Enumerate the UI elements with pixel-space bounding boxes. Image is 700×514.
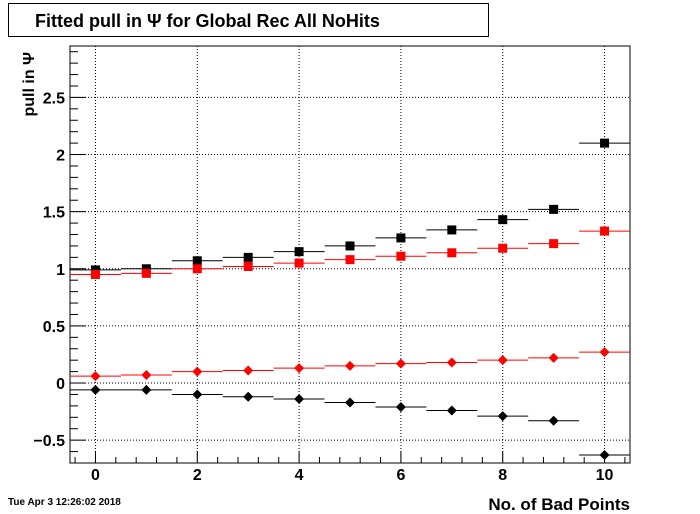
data-point-square	[498, 243, 508, 253]
data-point-diamond	[141, 384, 152, 395]
data-point-square	[600, 138, 610, 148]
data-point-square	[345, 255, 355, 265]
x-axis-label: No. of Bad Points	[488, 495, 630, 514]
chart-title: Fitted pull in Ψ for Global Rec All NoHi…	[8, 3, 489, 37]
data-point-square	[141, 264, 151, 274]
x-tick-label: 2	[193, 467, 202, 484]
data-point-square	[600, 226, 610, 236]
data-point-square	[447, 225, 457, 235]
x-tick-label: 10	[596, 467, 614, 484]
data-point-square	[294, 258, 304, 268]
y-axis-label: pull in Ψ	[21, 52, 38, 117]
data-point-diamond	[192, 366, 203, 377]
data-point-diamond	[395, 402, 406, 413]
data-point-square	[396, 251, 406, 261]
data-point-square	[192, 256, 202, 266]
data-point-diamond	[192, 389, 203, 400]
y-tick-label: 2.5	[43, 90, 65, 107]
data-point-diamond	[345, 397, 355, 408]
data-point-square	[90, 269, 100, 279]
y-tick-label: 0.5	[43, 319, 65, 336]
data-point-square	[396, 233, 406, 243]
data-point-square	[345, 241, 355, 251]
datestamp: Tue Apr 3 12:26:02 2018	[8, 497, 121, 508]
data-point-diamond	[243, 365, 254, 376]
data-series	[70, 138, 630, 461]
x-tick-label: 8	[498, 467, 507, 484]
data-point-diamond	[141, 370, 152, 381]
data-point-diamond	[395, 358, 406, 369]
data-point-diamond	[294, 394, 305, 405]
data-point-diamond	[548, 415, 559, 426]
data-point-square	[243, 261, 253, 271]
y-tick-label: 2	[56, 148, 65, 165]
data-point-diamond	[497, 355, 508, 366]
data-point-square	[243, 252, 253, 262]
data-point-square	[141, 268, 151, 278]
data-point-diamond	[548, 352, 559, 363]
data-point-diamond	[446, 405, 457, 416]
y-tick-label: 1	[56, 262, 65, 279]
data-point-square	[447, 248, 457, 258]
data-point-square	[192, 264, 202, 274]
data-point-diamond	[599, 347, 610, 358]
x-tick-label: 4	[295, 467, 304, 484]
y-tick-label: −0.5	[33, 433, 65, 450]
plot-frame	[69, 45, 631, 464]
data-point-diamond	[90, 384, 101, 395]
data-point-diamond	[294, 363, 305, 374]
data-point-square	[294, 247, 304, 257]
data-point-square	[90, 265, 100, 275]
data-point-diamond	[446, 357, 457, 368]
x-tick-label: 0	[91, 467, 100, 484]
data-point-diamond	[345, 360, 355, 371]
y-tick-label: 0	[56, 376, 65, 393]
x-tick-label: 6	[396, 467, 405, 484]
data-point-diamond	[90, 371, 101, 382]
data-point-diamond	[243, 391, 254, 402]
data-point-square	[549, 204, 559, 214]
y-tick-label: 1.5	[43, 205, 65, 222]
data-point-square	[498, 215, 508, 225]
data-point-diamond	[497, 411, 508, 422]
axes: 0 2 4 6 8 10 −0.5 0 0.5 1 1.5 2 2.5	[33, 51, 626, 484]
data-point-square	[549, 239, 559, 249]
